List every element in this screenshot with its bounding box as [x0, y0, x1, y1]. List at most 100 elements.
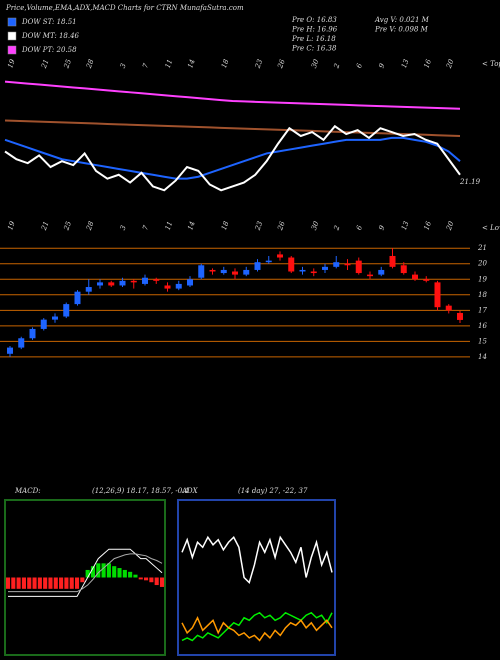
candle-body	[423, 279, 430, 281]
candle-body	[355, 260, 362, 274]
x-tick-label: 19	[6, 58, 17, 70]
x-tick-label: 7	[141, 224, 150, 231]
x-tick-label: 20	[445, 220, 456, 233]
x-tick-label: 14	[186, 220, 197, 231]
x-tick-label: 7	[141, 62, 150, 69]
series-line	[8, 553, 163, 593]
histogram-bar	[138, 577, 143, 580]
candle-body	[299, 269, 306, 272]
candle-body	[310, 271, 317, 274]
legend-swatch	[7, 31, 17, 41]
histogram-bar	[74, 577, 80, 589]
x-tick-label: 23	[253, 220, 264, 233]
info-right: Avg V: 0.021 M	[374, 16, 430, 24]
y-tick-label: 16	[478, 322, 487, 330]
histogram-bar	[154, 577, 159, 586]
histogram-bar	[53, 577, 58, 589]
candle-body	[85, 287, 92, 292]
candle-body	[209, 269, 216, 272]
x-tick-label: 13	[400, 220, 411, 232]
histogram-bar	[159, 577, 165, 587]
x-tick-label: 13	[400, 58, 411, 70]
info-left: Pre C: 16.38	[291, 45, 337, 53]
candle-body	[344, 263, 351, 266]
x-tick-label: 28	[85, 58, 96, 71]
candle-body	[119, 280, 126, 286]
series-line	[181, 535, 333, 584]
histogram-bar	[21, 577, 26, 589]
panel-title: MACD:	[14, 487, 41, 495]
x-tick-label: 3	[119, 62, 128, 69]
x-tick-label: 2	[332, 62, 342, 70]
histogram-bar	[106, 563, 111, 578]
histogram-bar	[37, 577, 42, 589]
macd-panel	[4, 499, 166, 656]
candle-body	[63, 304, 70, 317]
x-tick-label: 28	[85, 220, 96, 233]
candle-body	[7, 347, 13, 354]
histogram-bar	[101, 563, 106, 578]
x-tick-label: 26	[276, 58, 287, 71]
legend-label: DOW PT: 20.58	[21, 46, 77, 54]
histogram-bar	[90, 566, 96, 578]
candle-body	[142, 277, 148, 284]
histogram-bar	[5, 577, 11, 589]
candle-body	[367, 274, 373, 277]
x-tick-label: 6	[355, 224, 364, 231]
x-tick-label: 25	[62, 58, 73, 71]
candle-body	[254, 262, 261, 270]
info-right: Pre V: 0.098 M	[374, 26, 429, 34]
histogram-bar	[80, 577, 85, 583]
candle-body	[277, 254, 283, 258]
candle-body	[445, 305, 452, 311]
panel-subtitle: (12,26,9) 18.17, 18.57, -0.4	[92, 487, 189, 495]
candle-body	[333, 262, 340, 267]
candle-body	[175, 283, 182, 289]
x-tick-label: 11	[164, 58, 175, 69]
histogram-bar	[69, 577, 74, 589]
candle-body	[220, 269, 227, 274]
series-line	[8, 548, 163, 597]
histogram-bar	[128, 571, 133, 578]
info-left: Pre O: 16.83	[291, 16, 337, 24]
x-tick-label: 21	[40, 58, 51, 70]
x-tick-label: 16	[422, 220, 433, 232]
histogram-bar	[133, 574, 138, 578]
series-line	[4, 124, 461, 192]
candle-body	[389, 255, 396, 267]
info-left: Pre H: 16.96	[291, 26, 338, 34]
histogram-bar	[16, 577, 21, 589]
candle-body	[288, 257, 295, 272]
series-line	[4, 136, 461, 180]
y-tick-label: 14	[478, 353, 487, 361]
histogram-bar	[43, 577, 48, 589]
candle-body	[74, 291, 81, 305]
legend-swatch	[7, 45, 17, 55]
panel-label: < Lows	[482, 224, 500, 232]
candle-body	[97, 282, 103, 286]
legend-swatch	[7, 17, 17, 27]
candle-body	[243, 269, 250, 275]
histogram-bar	[144, 577, 149, 581]
candle-body	[18, 338, 25, 348]
y-tick-label: 19	[478, 275, 487, 283]
histogram-bar	[59, 577, 64, 589]
x-tick-label: 25	[62, 220, 73, 233]
x-tick-label: 2	[332, 224, 342, 232]
x-tick-label: 20	[445, 58, 456, 71]
panel-subtitle: (14 day) 27, -22, 37	[238, 487, 308, 495]
x-tick-label: 26	[276, 220, 287, 233]
candle-body	[198, 265, 205, 278]
candle-body	[108, 282, 115, 286]
candle-body	[322, 266, 328, 270]
candle-body	[232, 271, 238, 275]
candle-body	[164, 285, 171, 289]
x-tick-label: 9	[377, 62, 386, 69]
adx-panel	[177, 499, 336, 656]
candle-body	[457, 312, 463, 320]
candle-body	[434, 282, 441, 308]
candle-body	[40, 319, 47, 329]
histogram-bar	[117, 568, 122, 578]
histogram-bar	[32, 577, 37, 589]
histogram-bar	[48, 577, 53, 589]
